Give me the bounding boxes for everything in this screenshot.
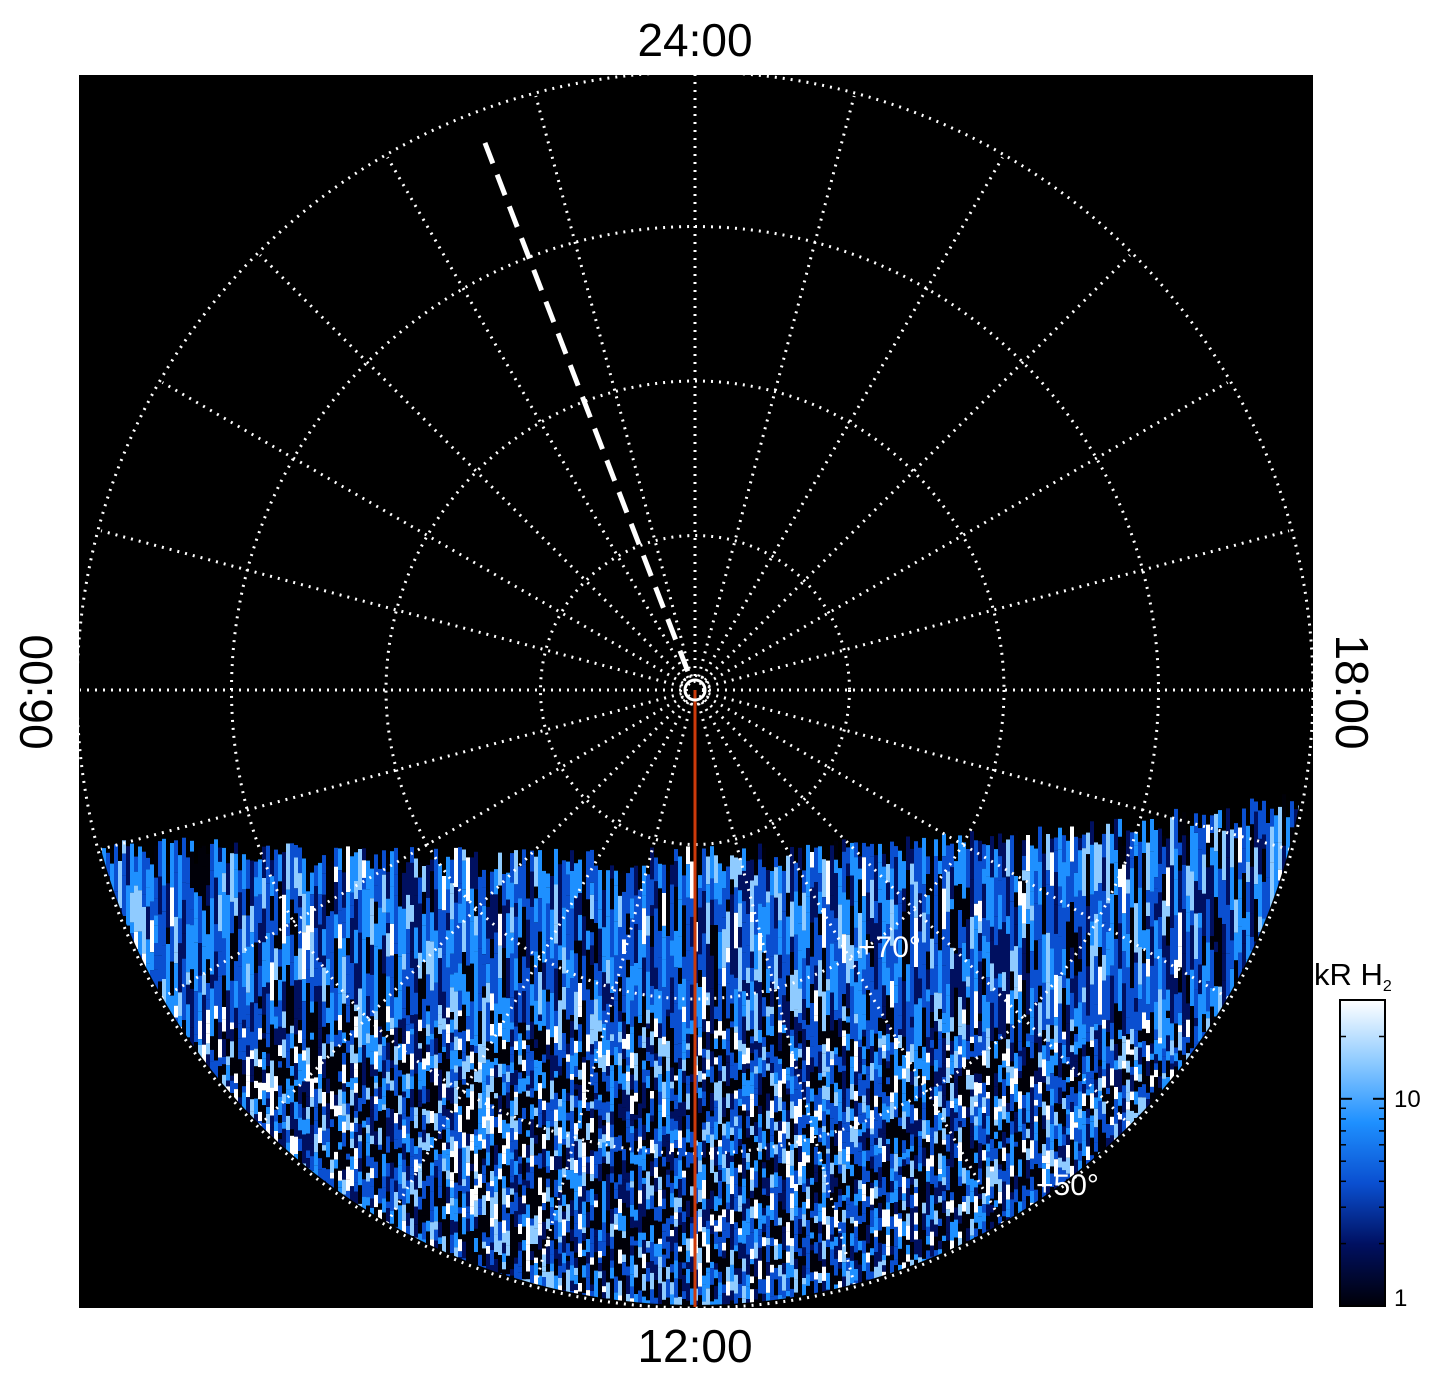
polar-grid: [79, 75, 1313, 1308]
colorbar-tick-label-10: 10: [1394, 1086, 1421, 1113]
colorbar-title: kR H2: [1314, 957, 1392, 995]
lt-label-left: 06:00: [10, 634, 62, 749]
dashed-meridian: [479, 133, 691, 673]
pole-marker: [683, 678, 707, 702]
latitude-circle: [539, 534, 851, 846]
lat-label-70: +70°: [858, 931, 921, 964]
latitude-circle: [384, 379, 1006, 1001]
lat-label-50: +50°: [1036, 1169, 1099, 1202]
colorbar-title-main: kR H: [1314, 957, 1383, 992]
lt-label-top: 24:00: [637, 14, 752, 66]
lt-label-right: 18:00: [1326, 634, 1378, 749]
colorbar-tick-label-1: 1: [1394, 1285, 1407, 1312]
colorbar-title-subscript: 2: [1383, 978, 1392, 995]
colorbar-ticks: [1340, 999, 1385, 1307]
lt-label-bottom: 12:00: [637, 1320, 752, 1372]
colorbar-gradient: [1339, 999, 1386, 1307]
colorbar: kR H2 10 1: [1314, 957, 1421, 1312]
